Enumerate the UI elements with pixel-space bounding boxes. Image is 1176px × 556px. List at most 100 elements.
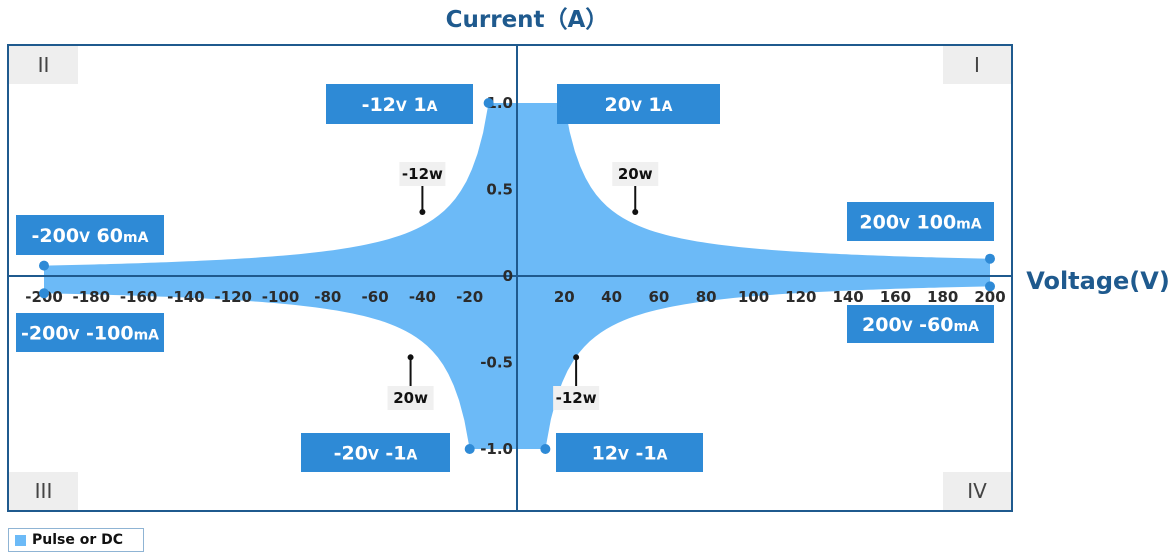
limit-box — [847, 305, 994, 343]
x-tick-label: 200 — [974, 288, 1005, 306]
limit-label: 12V -1A — [592, 443, 668, 465]
quadrant-box-iv — [943, 472, 1011, 510]
limit-box — [16, 215, 164, 255]
limit-value: 200 — [862, 314, 902, 336]
x-tick-label: -120 — [214, 288, 252, 306]
x-tick-label: 100 — [738, 288, 769, 306]
legend-swatch — [15, 534, 26, 546]
power-label: 20w — [393, 389, 428, 407]
limit-value: 20 — [605, 94, 631, 116]
limit-value: 12 — [592, 443, 618, 465]
x-tick-label: -160 — [120, 288, 158, 306]
limit-unit: V — [396, 99, 407, 115]
power-label: -12w — [402, 165, 443, 183]
limit-point — [985, 253, 995, 264]
limit-label: 20V 1A — [605, 94, 673, 116]
limit-value: 1 — [642, 94, 662, 116]
limit-box — [16, 313, 164, 352]
limit-unit: V — [899, 217, 910, 233]
limit-unit: V — [631, 99, 642, 115]
limit-unit: V — [368, 448, 379, 464]
limit-value: -20 — [334, 443, 368, 465]
quadrant-label: IV — [967, 479, 987, 503]
limit-label: -200V 60mA — [32, 225, 149, 247]
power-label-bg — [553, 386, 600, 410]
limit-value: -12 — [362, 94, 396, 116]
limit-unit: mA — [134, 328, 160, 344]
limit-label: -20V -1A — [334, 443, 418, 465]
limit-point — [39, 288, 49, 299]
x-tick-label: 60 — [648, 288, 669, 306]
limit-unit: A — [407, 448, 418, 464]
quadrant-label: I — [974, 53, 980, 77]
power-label-bg — [399, 162, 446, 186]
limit-value: -200 — [32, 225, 80, 247]
x-tick-label: -20 — [456, 288, 483, 306]
x-tick-label: -40 — [409, 288, 436, 306]
power-label: -12w — [556, 389, 597, 407]
limit-value: 60 — [90, 225, 123, 247]
power-label-bg — [612, 162, 659, 186]
quadrant-box-i — [943, 46, 1011, 84]
x-axis-label: Voltage(V) — [1026, 267, 1170, 295]
x-tick-label: -80 — [314, 288, 341, 306]
x-tick-label: 80 — [696, 288, 717, 306]
power-point — [419, 208, 426, 215]
limit-box — [326, 84, 473, 124]
limit-value: -1 — [629, 443, 657, 465]
x-tick-label: 120 — [785, 288, 816, 306]
limit-box — [847, 202, 994, 241]
chart-title: Current（A） — [446, 6, 609, 33]
x-tick-label: 180 — [927, 288, 958, 306]
limit-unit: V — [79, 230, 90, 246]
quadrant-box-ii — [9, 46, 78, 84]
limit-value: -200 — [21, 323, 69, 345]
y-tick-label: -1.0 — [480, 440, 513, 458]
limit-unit: A — [657, 448, 668, 464]
x-tick-label: 20 — [554, 288, 575, 306]
limit-point — [559, 98, 570, 108]
x-tick-label: -180 — [73, 288, 111, 306]
x-tick-label: -60 — [362, 288, 389, 306]
limit-value: 100 — [910, 212, 956, 234]
y-tick-label: 0.5 — [486, 181, 513, 199]
power-point — [632, 208, 639, 215]
limit-point — [464, 444, 475, 454]
limit-point — [985, 281, 995, 292]
limit-label: -200V -100mA — [21, 323, 159, 345]
quadrant-label: II — [38, 53, 50, 77]
limit-unit: V — [902, 319, 913, 335]
power-point — [407, 354, 414, 361]
limit-unit: A — [427, 99, 438, 115]
limit-box — [556, 433, 703, 472]
legend-label: Pulse or DC — [32, 532, 124, 548]
limit-point — [483, 98, 494, 108]
limit-unit: mA — [954, 319, 980, 335]
limit-point — [39, 260, 49, 271]
power-label: 20w — [618, 165, 653, 183]
limit-point — [540, 444, 551, 454]
legend: Pulse or DC — [8, 528, 144, 552]
limit-unit: V — [69, 328, 80, 344]
limit-value: -60 — [913, 314, 954, 336]
limit-unit: A — [662, 99, 673, 115]
limit-label: 200V 100mA — [859, 212, 981, 234]
x-tick-label: -140 — [167, 288, 205, 306]
quadrant-box-iii — [9, 472, 78, 510]
quadrant-label: III — [35, 479, 53, 503]
limit-value: -1 — [379, 443, 407, 465]
x-tick-label: -100 — [262, 288, 300, 306]
x-tick-label: 140 — [832, 288, 863, 306]
x-tick-label: 40 — [601, 288, 622, 306]
y-tick-label: -0.5 — [480, 354, 513, 372]
limit-value: 1 — [407, 94, 427, 116]
limit-label: 200V -60mA — [862, 314, 979, 336]
limit-value: 200 — [859, 212, 899, 234]
x-tick-label: 160 — [880, 288, 911, 306]
limit-value: -100 — [79, 323, 133, 345]
limit-unit: V — [618, 448, 629, 464]
power-point — [573, 354, 580, 361]
limit-unit: mA — [956, 217, 982, 233]
limit-label: -12V 1A — [362, 94, 438, 116]
